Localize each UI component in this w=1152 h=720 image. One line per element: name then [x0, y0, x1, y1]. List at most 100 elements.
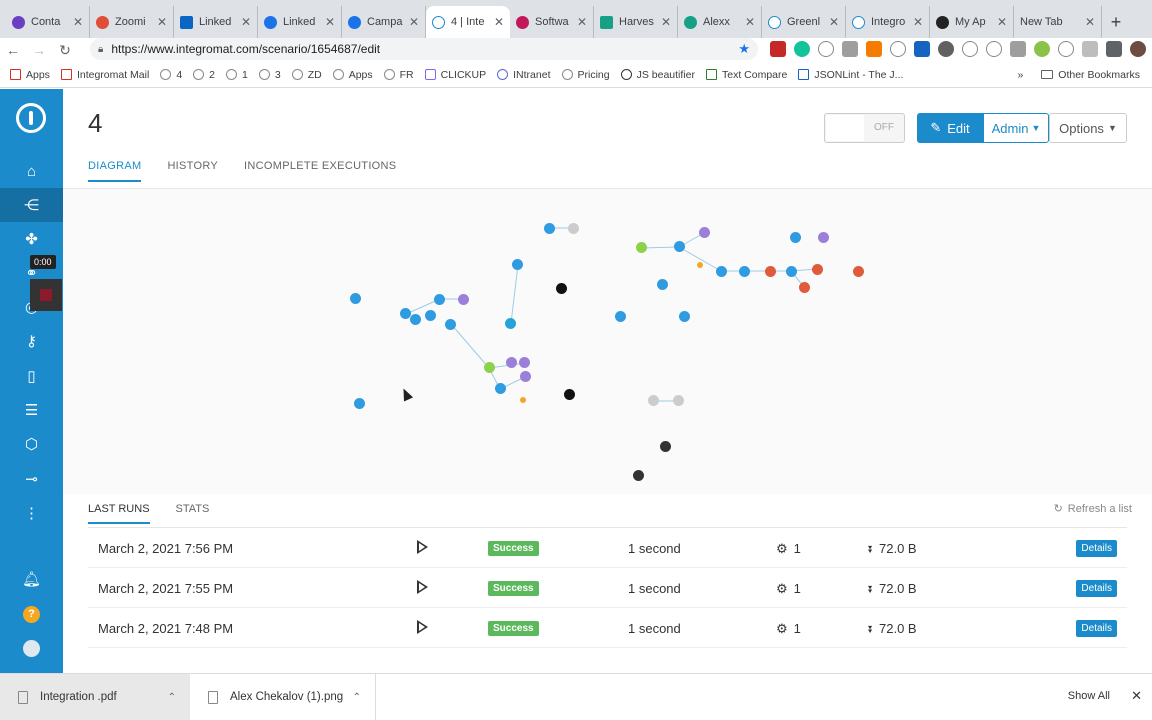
details-button[interactable]: Details: [1076, 580, 1117, 597]
refresh-list-button[interactable]: ↻ Refresh a list: [1054, 502, 1132, 515]
diagram-node[interactable]: [556, 283, 567, 294]
diagram-node[interactable]: [615, 311, 626, 322]
tab-diagram[interactable]: DIAGRAM: [88, 160, 142, 182]
bookmark-item[interactable]: FR: [383, 69, 414, 81]
diagram-node[interactable]: [699, 227, 710, 238]
puzzle-icon[interactable]: [1106, 41, 1122, 57]
stop-recording-icon[interactable]: [30, 279, 62, 311]
options-dropdown[interactable]: Options ▼: [1049, 113, 1127, 143]
diagram-node[interactable]: [853, 266, 864, 277]
download-item[interactable]: Integration .pdf ⌃: [0, 674, 190, 720]
browser-tab[interactable]: Softwa ✕: [510, 6, 594, 38]
extension-icon[interactable]: [1034, 41, 1050, 57]
diagram-node[interactable]: [633, 470, 644, 481]
extension-icon[interactable]: [986, 41, 1002, 57]
close-icon[interactable]: ✕: [324, 15, 335, 29]
diagram-node[interactable]: [660, 441, 671, 452]
devices-icon[interactable]: ▯: [27, 368, 36, 385]
scenarios-icon[interactable]: ⋲: [0, 188, 63, 222]
chevron-right-icon[interactable]: »: [1017, 68, 1024, 81]
play-icon[interactable]: [417, 580, 428, 594]
close-icon[interactable]: ✕: [576, 15, 587, 29]
browser-tab[interactable]: Linked ✕: [258, 6, 342, 38]
diagram-node[interactable]: [673, 395, 684, 406]
diagram-node[interactable]: [425, 310, 436, 321]
close-icon[interactable]: ✕: [828, 15, 839, 29]
download-item[interactable]: Alex Chekalov (1).png ⌃: [190, 674, 376, 720]
browser-tab[interactable]: New Tab ✕: [1014, 6, 1102, 38]
play-icon[interactable]: [417, 540, 428, 554]
forward-icon[interactable]: →: [32, 42, 46, 58]
diagram-node[interactable]: [458, 294, 469, 305]
diagram-node[interactable]: [568, 223, 579, 234]
diagram-node[interactable]: [818, 232, 829, 243]
close-icon[interactable]: ✕: [156, 15, 167, 29]
run-date[interactable]: March 2, 2021 7:55 PM: [98, 581, 234, 596]
diagram-node[interactable]: [519, 357, 530, 368]
close-icon[interactable]: ✕: [493, 15, 504, 29]
close-icon[interactable]: ✕: [660, 15, 671, 29]
bookmark-item[interactable]: Apps: [332, 69, 373, 81]
diagram-node[interactable]: [679, 311, 690, 322]
extension-icon[interactable]: [1010, 41, 1026, 57]
bookmark-item[interactable]: ZD: [291, 69, 322, 81]
tab-stats[interactable]: STATS: [175, 503, 210, 515]
extension-icon[interactable]: [794, 41, 810, 57]
extension-icon[interactable]: [914, 41, 930, 57]
bookmark-item[interactable]: Integromat Mail: [60, 69, 149, 81]
diagram-node[interactable]: [350, 293, 361, 304]
browser-tab[interactable]: Harves ✕: [594, 6, 678, 38]
scenario-diagram[interactable]: [63, 189, 1152, 494]
templates-icon[interactable]: ✤: [25, 231, 38, 248]
back-icon[interactable]: ←: [6, 42, 20, 58]
bookmark-item[interactable]: 2: [193, 69, 215, 81]
browser-tab[interactable]: Linked ✕: [174, 6, 258, 38]
extension-icon[interactable]: [938, 41, 954, 57]
browser-tab[interactable]: Greenl ✕: [762, 6, 846, 38]
browser-tab[interactable]: Zoomi ✕: [90, 6, 174, 38]
datastructures-icon[interactable]: ⬡: [24, 436, 39, 453]
keys-icon[interactable]: ⚷: [26, 333, 37, 350]
diagram-node[interactable]: [716, 266, 727, 277]
close-icon[interactable]: ✕: [996, 15, 1007, 29]
diagram-node[interactable]: [674, 241, 685, 252]
diagram-node[interactable]: [520, 397, 526, 403]
diagram-node[interactable]: [354, 398, 365, 409]
datastores-icon[interactable]: ☰: [24, 402, 39, 419]
run-date[interactable]: March 2, 2021 7:48 PM: [98, 621, 234, 636]
scheduling-toggle[interactable]: OFF: [824, 113, 905, 143]
bookmark-item[interactable]: JS beautifier: [620, 69, 695, 81]
diagram-node[interactable]: [495, 383, 506, 394]
browser-tab[interactable]: Integro ✕: [846, 6, 930, 38]
diagram-node[interactable]: [410, 314, 421, 325]
diagram-node[interactable]: [790, 232, 801, 243]
bookmark-item[interactable]: Pricing: [561, 69, 610, 81]
diagram-node[interactable]: [636, 242, 647, 253]
diagram-node[interactable]: [564, 389, 575, 400]
play-icon[interactable]: [417, 620, 428, 634]
extension-icon[interactable]: [1058, 41, 1074, 57]
close-icon[interactable]: ✕: [72, 15, 83, 29]
url-input[interactable]: 🔒︎ https://www.integromat.com/scenario/1…: [90, 38, 758, 60]
bookmark-item[interactable]: CLICKUP: [424, 69, 486, 81]
bookmark-item[interactable]: Apps: [10, 69, 50, 81]
bookmark-star-icon[interactable]: ★: [738, 41, 750, 56]
close-icon[interactable]: ✕: [1131, 688, 1142, 703]
edit-button[interactable]: ✎ Edit: [917, 113, 983, 143]
diagram-node[interactable]: [400, 308, 411, 319]
diagram-node[interactable]: [697, 262, 703, 268]
diagram-node[interactable]: [434, 294, 445, 305]
tab-last-runs[interactable]: LAST RUNS: [88, 503, 150, 524]
run-date[interactable]: March 2, 2021 7:56 PM: [98, 541, 234, 556]
user-avatar[interactable]: [0, 631, 63, 665]
browser-tab[interactable]: Campa ✕: [342, 6, 426, 38]
extension-icon[interactable]: [866, 41, 882, 57]
admin-dropdown[interactable]: Admin ▼: [983, 113, 1049, 143]
diagram-node[interactable]: [505, 318, 516, 329]
diagram-node[interactable]: [484, 362, 495, 373]
new-tab-icon[interactable]: +: [1110, 11, 1122, 32]
other-bookmarks[interactable]: » Other Bookmarks: [1017, 69, 1140, 81]
diagram-node[interactable]: [544, 223, 555, 234]
close-icon[interactable]: ✕: [912, 15, 923, 29]
profile-avatar[interactable]: [1130, 41, 1146, 57]
